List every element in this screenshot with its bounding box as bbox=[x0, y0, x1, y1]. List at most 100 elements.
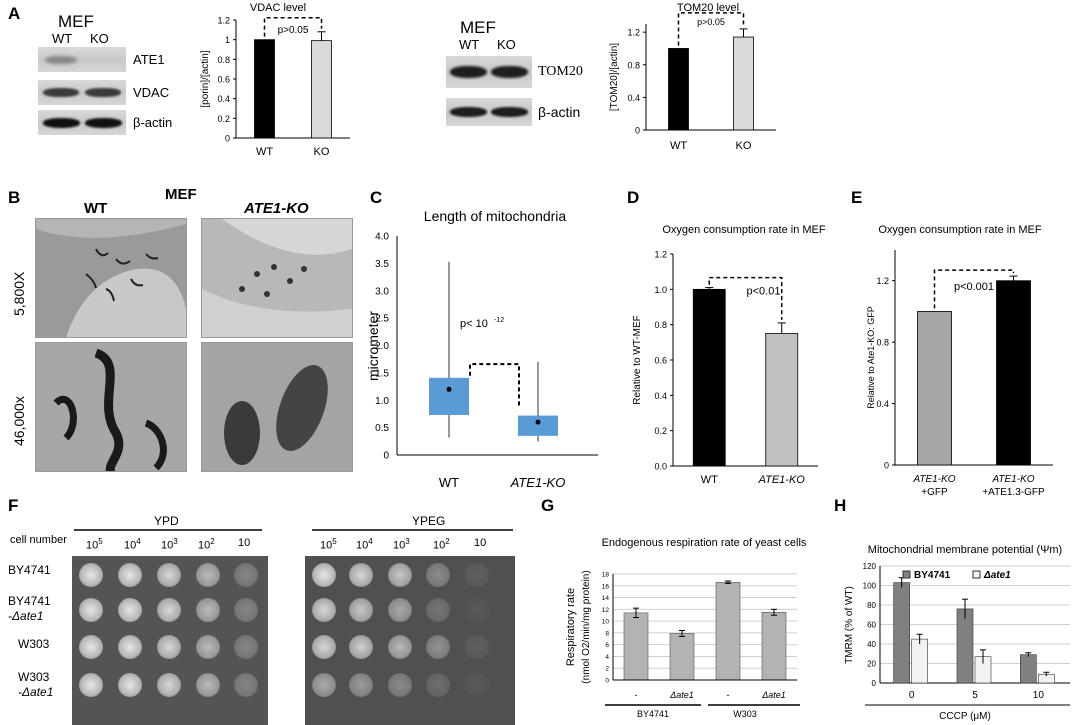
dilution-label: 102 bbox=[433, 537, 450, 552]
blot1-vdac-strip bbox=[38, 80, 126, 105]
bar bbox=[668, 48, 689, 131]
yeast-spot bbox=[349, 673, 373, 697]
yeast-spot bbox=[118, 598, 142, 622]
dilution-exponent: 5 bbox=[332, 537, 337, 546]
yeast-spot bbox=[312, 598, 336, 622]
y-tick-label: 3.5 bbox=[375, 259, 389, 270]
chart-title: Endogenous respiration rate of yeast cel… bbox=[602, 537, 807, 549]
category-label: WT bbox=[670, 140, 687, 152]
chart-title: VDAC level bbox=[250, 2, 306, 14]
strain-label: W303 -Δate1 bbox=[18, 670, 53, 700]
yeast-spot bbox=[157, 673, 181, 697]
blot2-lane-wt: WT bbox=[459, 37, 480, 52]
dilution-label: 103 bbox=[393, 537, 410, 552]
panel-letter-h: H bbox=[834, 496, 847, 515]
chart-title: Length of mitochondria bbox=[424, 208, 567, 224]
category-label: KO bbox=[314, 146, 330, 158]
y-tick-label: 0.2 bbox=[217, 114, 230, 124]
yeast-spot bbox=[388, 563, 412, 587]
y-tick-label: 0.4 bbox=[654, 391, 667, 401]
y-tick-label: 100 bbox=[863, 582, 877, 591]
legend-label: BY4741 bbox=[914, 570, 951, 581]
blot2-tom20-strip bbox=[446, 56, 532, 88]
dilution-label: 10 bbox=[474, 537, 487, 549]
y-axis-label: [porin]/[actin] bbox=[200, 50, 211, 107]
panel-letter-a: A bbox=[8, 4, 21, 23]
yeast-spot bbox=[234, 563, 258, 587]
strain-suffix: -Δate1 bbox=[8, 609, 44, 623]
strain-name: W303 bbox=[18, 670, 50, 684]
chart-title: Oxygen consumption rate in MEF bbox=[878, 224, 1042, 236]
yeast-spot bbox=[118, 563, 142, 587]
bar bbox=[254, 39, 275, 139]
bar bbox=[893, 582, 910, 684]
blot1-actin-strip bbox=[38, 110, 126, 135]
yeast-spot bbox=[196, 563, 220, 587]
yeast-spot bbox=[312, 563, 336, 587]
mean-dot bbox=[446, 386, 452, 392]
panel-letter-e: E bbox=[851, 188, 863, 207]
bar bbox=[623, 612, 649, 681]
dilution-exponent: 3 bbox=[405, 537, 410, 546]
category-label: - bbox=[635, 690, 638, 700]
y-tick-label: 0.2 bbox=[654, 426, 667, 436]
p-value: p< 10 bbox=[460, 318, 488, 330]
yeast-spot bbox=[312, 635, 336, 659]
significance-bracket bbox=[469, 363, 520, 408]
y-tick-label: 0.8 bbox=[654, 320, 667, 330]
em-image-wt-high bbox=[35, 342, 187, 472]
blot1-row-ate1: ATE1 bbox=[133, 52, 165, 67]
blot2-row-actin: β-actin bbox=[538, 104, 581, 120]
p-value: p<0.01 bbox=[747, 286, 781, 298]
em-image-ko-high bbox=[201, 342, 353, 472]
y-tick-label: 4.0 bbox=[375, 232, 389, 243]
strain-name: BY4741 bbox=[8, 594, 51, 608]
strain-name: W303 bbox=[18, 637, 50, 651]
y-tick-label: 0 bbox=[872, 679, 877, 688]
blot2-row-tom20: TOM20 bbox=[538, 64, 583, 79]
em-image-wt-low bbox=[35, 218, 187, 338]
blot1-row-vdac: VDAC bbox=[133, 85, 170, 100]
em-image-ko-low bbox=[201, 218, 353, 338]
y-tick-label: 0 bbox=[605, 678, 609, 685]
dilution-exponent: 5 bbox=[98, 537, 103, 546]
chart-title: Mitochondrial membrane potential (Ψm) bbox=[868, 544, 1062, 556]
yeast-spot bbox=[388, 598, 412, 622]
panel-letter-d: D bbox=[627, 188, 640, 207]
yeast-spot bbox=[465, 563, 489, 587]
yeast-spot bbox=[118, 673, 142, 697]
y-tick-label: 80 bbox=[867, 601, 876, 610]
y-tick-label: 1.0 bbox=[654, 285, 667, 295]
p-value: p>0.05 bbox=[697, 17, 725, 27]
category-label: +ATE1.3-GFP bbox=[982, 487, 1045, 498]
dilution-label: 102 bbox=[198, 537, 215, 552]
yeast-spot bbox=[234, 598, 258, 622]
blot2-title: MEF bbox=[460, 18, 496, 37]
yeast-spot bbox=[196, 635, 220, 659]
category-label: +GFP bbox=[921, 487, 948, 498]
y-tick-label: 1.0 bbox=[375, 396, 389, 407]
dilution-label: 104 bbox=[356, 537, 373, 552]
group-label: W303 bbox=[733, 709, 757, 719]
y-tick-label: 2.0 bbox=[375, 341, 389, 352]
y-axis-label: Respiratory rate bbox=[565, 588, 577, 666]
category-label: WT bbox=[439, 475, 459, 490]
yeast-spot bbox=[79, 598, 103, 622]
strain-label: BY4741 bbox=[8, 563, 51, 578]
chart-title: TOM20 level bbox=[677, 2, 739, 14]
mean-dot bbox=[535, 419, 541, 425]
group-label: BY4741 bbox=[637, 709, 669, 719]
y-tick-label: 0.4 bbox=[217, 94, 230, 104]
y-tick-label: 2 bbox=[605, 666, 609, 673]
yeast-spot bbox=[157, 635, 181, 659]
y-axis-label-unit: (nmol O2/min/mg protein) bbox=[581, 570, 592, 683]
category-label: 0 bbox=[909, 690, 915, 701]
bar bbox=[911, 638, 928, 684]
significance-bracket bbox=[677, 12, 745, 46]
y-axis-label: TMRM (% of WT) bbox=[844, 586, 855, 664]
